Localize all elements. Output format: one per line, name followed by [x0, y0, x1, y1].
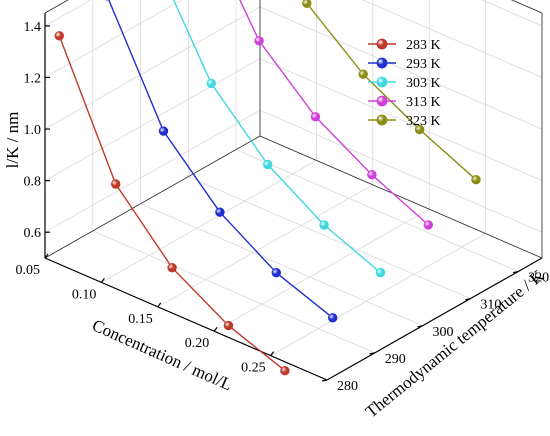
- data-point: [319, 220, 329, 230]
- x-tick-mark: [44, 253, 49, 259]
- grid-line: [101, 160, 317, 283]
- data-point: [302, 0, 312, 8]
- y-tick-mark: [417, 325, 423, 328]
- x-tick-mark: [270, 351, 275, 356]
- frame-edge: [259, 135, 543, 259]
- legend-marker: [376, 114, 388, 126]
- grid-line: [44, 0, 92, 27]
- grid-line: [214, 208, 430, 332]
- x-tick-mark: [100, 278, 105, 283]
- legend-item: 313 K: [368, 95, 441, 110]
- z-tick-label: 0.8: [24, 175, 42, 190]
- y-tick-label: 310: [480, 298, 501, 313]
- x-tick-label: 0.25: [241, 361, 266, 376]
- frame-edge: [44, 135, 261, 259]
- data-point: [271, 268, 282, 278]
- x-tick-label: 0.05: [16, 263, 41, 278]
- series-line: [304, 0, 477, 181]
- grid-line: [481, 0, 543, 27]
- grid-line: [361, 0, 543, 78]
- data-point: [54, 31, 65, 41]
- grid-line: [44, 58, 261, 181]
- series-283-k: [54, 31, 290, 376]
- grid-line: [270, 233, 486, 356]
- frame-edge: [44, 0, 69, 14]
- grid-line: [259, 6, 543, 130]
- z-tick-label: 0.6: [24, 226, 42, 241]
- data-point: [158, 126, 169, 136]
- legend-item: 293 K: [368, 57, 441, 72]
- series-303-k: [172, 0, 386, 278]
- data-point: [471, 174, 481, 185]
- legend: 283 K 293 K 303 K 313 K 323 K: [368, 38, 441, 129]
- grid-line: [44, 6, 261, 130]
- x-tick-label: 0.20: [185, 336, 210, 351]
- x-tick-mark: [157, 302, 162, 308]
- data-point: [167, 263, 177, 273]
- legend-marker: [376, 76, 388, 88]
- y-tick-mark: [321, 379, 328, 382]
- data-point: [414, 124, 425, 135]
- legend-marker: [376, 38, 388, 50]
- series-layer: [54, 0, 481, 376]
- data-point: [375, 267, 386, 278]
- x-tick-label: 0.15: [128, 312, 153, 327]
- grid-line: [259, 109, 543, 233]
- legend-label: 323 K: [406, 114, 441, 129]
- x-tick-label: 0.10: [72, 287, 97, 302]
- y-axis-title: Thermodynamic temperature / K: [362, 266, 548, 422]
- grid-line: [235, 149, 519, 272]
- grid-line: [92, 230, 375, 354]
- legend-marker: [376, 95, 388, 107]
- data-point: [328, 313, 338, 323]
- y-axis-line: [326, 257, 543, 381]
- y-tick-label: 320: [528, 271, 549, 286]
- x-tick-mark: [213, 326, 218, 332]
- axes-frame: [44, 0, 543, 381]
- legend-item: 283 K: [368, 38, 441, 53]
- z-tick-label: 1.2: [24, 71, 42, 86]
- data-point: [423, 220, 434, 230]
- grid-line: [259, 58, 543, 181]
- legend-label: 303 K: [406, 76, 441, 91]
- legend-label: 283 K: [406, 38, 441, 53]
- data-point: [110, 179, 121, 189]
- grid-line: [157, 184, 373, 308]
- y-tick-mark: [512, 270, 519, 274]
- grid-line: [188, 176, 471, 300]
- y-tick-mark: [465, 298, 471, 301]
- y-tick-label: 280: [337, 379, 358, 394]
- y-tick-label: 300: [433, 325, 454, 340]
- z-tick-label: 1.0: [24, 123, 42, 138]
- legend-item: 323 K: [368, 114, 441, 129]
- x-axis-title: Concentration / mol/L: [89, 316, 235, 395]
- data-point: [206, 78, 217, 89]
- data-point: [263, 159, 273, 170]
- data-point: [367, 169, 377, 180]
- grid-line: [140, 203, 423, 327]
- series-313-k: [239, 0, 434, 230]
- y-tick-mark: [369, 352, 375, 355]
- y-tick-label: 290: [385, 352, 406, 367]
- data-point: [254, 36, 264, 46]
- x-axis-line: [44, 257, 328, 381]
- legend-label: 313 K: [406, 95, 441, 110]
- legend-marker: [376, 57, 388, 69]
- series-line: [172, 0, 381, 274]
- legend-label: 293 K: [406, 57, 441, 72]
- grid-line: [44, 109, 261, 233]
- grid-line: [44, 0, 183, 78]
- tick-labels: 0.6 0.8 1.0 1.2 1.4 0.05 0.10 0.15 0.20 0.25 280 29…: [16, 20, 550, 394]
- data-point: [223, 320, 234, 331]
- z-axis-title: l/K / nm: [3, 112, 22, 169]
- data-point: [215, 207, 225, 217]
- data-point: [358, 69, 368, 79]
- data-point: [280, 366, 290, 376]
- data-point: [310, 112, 321, 122]
- z-tick-label: 1.4: [24, 20, 42, 35]
- series-293-k: [104, 0, 338, 323]
- series-323-k: [302, 0, 481, 185]
- legend-item: 303 K: [368, 76, 441, 91]
